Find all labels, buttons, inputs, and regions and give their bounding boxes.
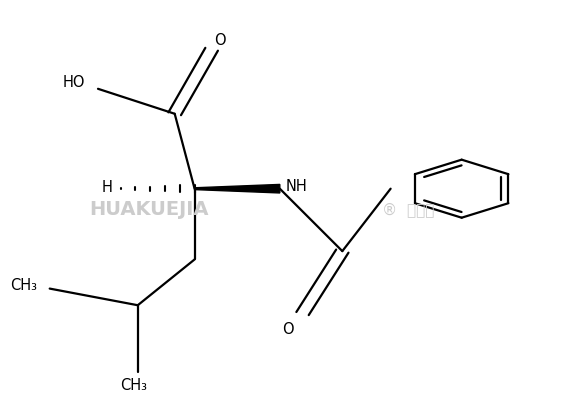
Polygon shape xyxy=(195,184,280,193)
Text: H: H xyxy=(101,180,112,195)
Text: HO: HO xyxy=(63,75,86,90)
Text: O: O xyxy=(283,322,294,337)
Text: CH₃: CH₃ xyxy=(120,378,147,393)
Text: NH: NH xyxy=(286,179,307,194)
Text: HUAKUEJIA: HUAKUEJIA xyxy=(90,200,209,219)
Text: O: O xyxy=(214,34,226,49)
Text: ®  化学加: ® 化学加 xyxy=(382,202,435,217)
Text: CH₃: CH₃ xyxy=(10,278,37,293)
